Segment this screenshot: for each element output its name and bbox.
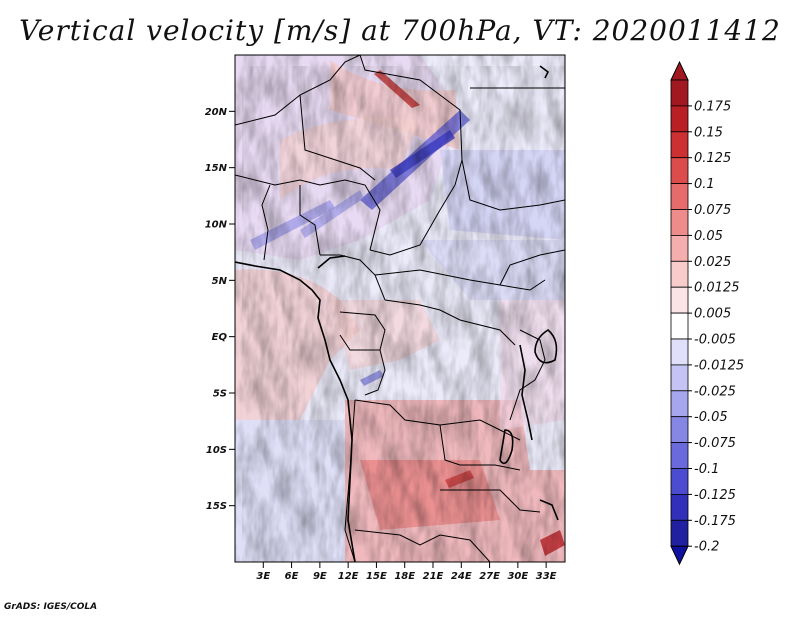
lat-tick-label: 15S xyxy=(206,501,227,512)
colorbar-swatch xyxy=(670,468,689,495)
colorbar-swatch xyxy=(670,390,689,418)
longitude-axis: 3E 6E 9E 12E 15E 18E 21E 24E 27E 30E 33E xyxy=(256,562,557,582)
lat-tick-label: EQ xyxy=(212,332,228,343)
colorbar-swatch xyxy=(670,364,689,392)
colorbar-label: -0.125 xyxy=(694,488,736,503)
colorbar: 0.175 0.15 0.125 0.1 0.075 0.05 0.025 0.0125 0.0… xyxy=(670,60,744,566)
colorbar-swatch xyxy=(670,79,689,107)
lat-tick-label: 5S xyxy=(213,389,227,400)
colorbar-swatch xyxy=(670,105,689,133)
colorbar-label: -0.1 xyxy=(694,462,719,477)
colorbar-label: -0.0125 xyxy=(694,358,744,373)
colorbar-swatch xyxy=(670,519,689,547)
lon-tick-label: 3E xyxy=(256,571,270,582)
colorbar-label: 0.05 xyxy=(694,229,723,244)
lon-tick-label: 24E xyxy=(451,571,472,582)
country-borders xyxy=(235,55,565,562)
colorbar-label: 0.0125 xyxy=(694,281,740,296)
lon-tick-label: 21E xyxy=(423,571,444,582)
colorbar-swatch xyxy=(670,338,689,366)
colorbar-label: 0.1 xyxy=(694,177,715,192)
colorbar-swatch xyxy=(670,286,689,314)
colorbar-swatch xyxy=(670,131,689,159)
latitude-axis: 20N 15N 10N 5N EQ 5S 10S 15S xyxy=(205,107,235,512)
colorbar-label: 0.005 xyxy=(694,307,731,322)
coastlines xyxy=(235,65,559,562)
colorbar-swatch xyxy=(670,416,689,444)
colorbar-bottom-arrow xyxy=(670,545,689,566)
lon-tick-label: 12E xyxy=(338,571,359,582)
colorbar-label: 0.075 xyxy=(694,203,731,218)
lat-tick-label: 10N xyxy=(205,220,228,231)
lon-tick-label: 9E xyxy=(313,571,327,582)
lon-tick-label: 6E xyxy=(285,571,299,582)
lon-tick-label: 15E xyxy=(366,571,387,582)
lat-tick-label: 5N xyxy=(212,276,228,287)
footer-credit: GrADS: IGES/COLA xyxy=(4,602,98,612)
colorbar-top-arrow xyxy=(670,60,689,81)
colorbar-label: -0.005 xyxy=(694,333,736,348)
vertical-velocity-field xyxy=(235,55,565,562)
lat-tick-label: 10S xyxy=(206,445,227,456)
lon-tick-label: 18E xyxy=(394,571,415,582)
colorbar-label: 0.125 xyxy=(694,151,731,166)
colorbar-swatch xyxy=(670,183,689,210)
colorbar-swatch xyxy=(670,260,689,288)
lon-tick-label: 30E xyxy=(507,571,528,582)
colorbar-swatch xyxy=(670,442,689,469)
colorbar-swatch xyxy=(670,209,689,236)
lat-tick-label: 15N xyxy=(205,163,228,174)
lat-tick-label: 20N xyxy=(205,107,228,118)
lon-tick-label: 33E xyxy=(536,571,557,582)
colorbar-swatch xyxy=(670,493,689,521)
colorbar-swatch xyxy=(670,234,689,262)
colorbar-label: 0.025 xyxy=(694,255,731,270)
colorbar-swatch xyxy=(670,312,689,340)
colorbar-label: -0.05 xyxy=(694,410,728,425)
lon-tick-label: 27E xyxy=(479,571,500,582)
colorbar-swatch xyxy=(670,157,689,184)
colorbar-label: 0.15 xyxy=(694,125,723,140)
map-frame xyxy=(234,54,566,563)
plot-title: Vertical velocity [m/s] at 700hPa, VT: 2… xyxy=(19,14,781,47)
colorbar-label: -0.075 xyxy=(694,436,736,451)
colorbar-label: -0.2 xyxy=(694,540,719,555)
colorbar-label: -0.175 xyxy=(694,514,736,529)
colorbar-label: 0.175 xyxy=(694,99,731,114)
colorbar-label: -0.025 xyxy=(694,384,736,399)
